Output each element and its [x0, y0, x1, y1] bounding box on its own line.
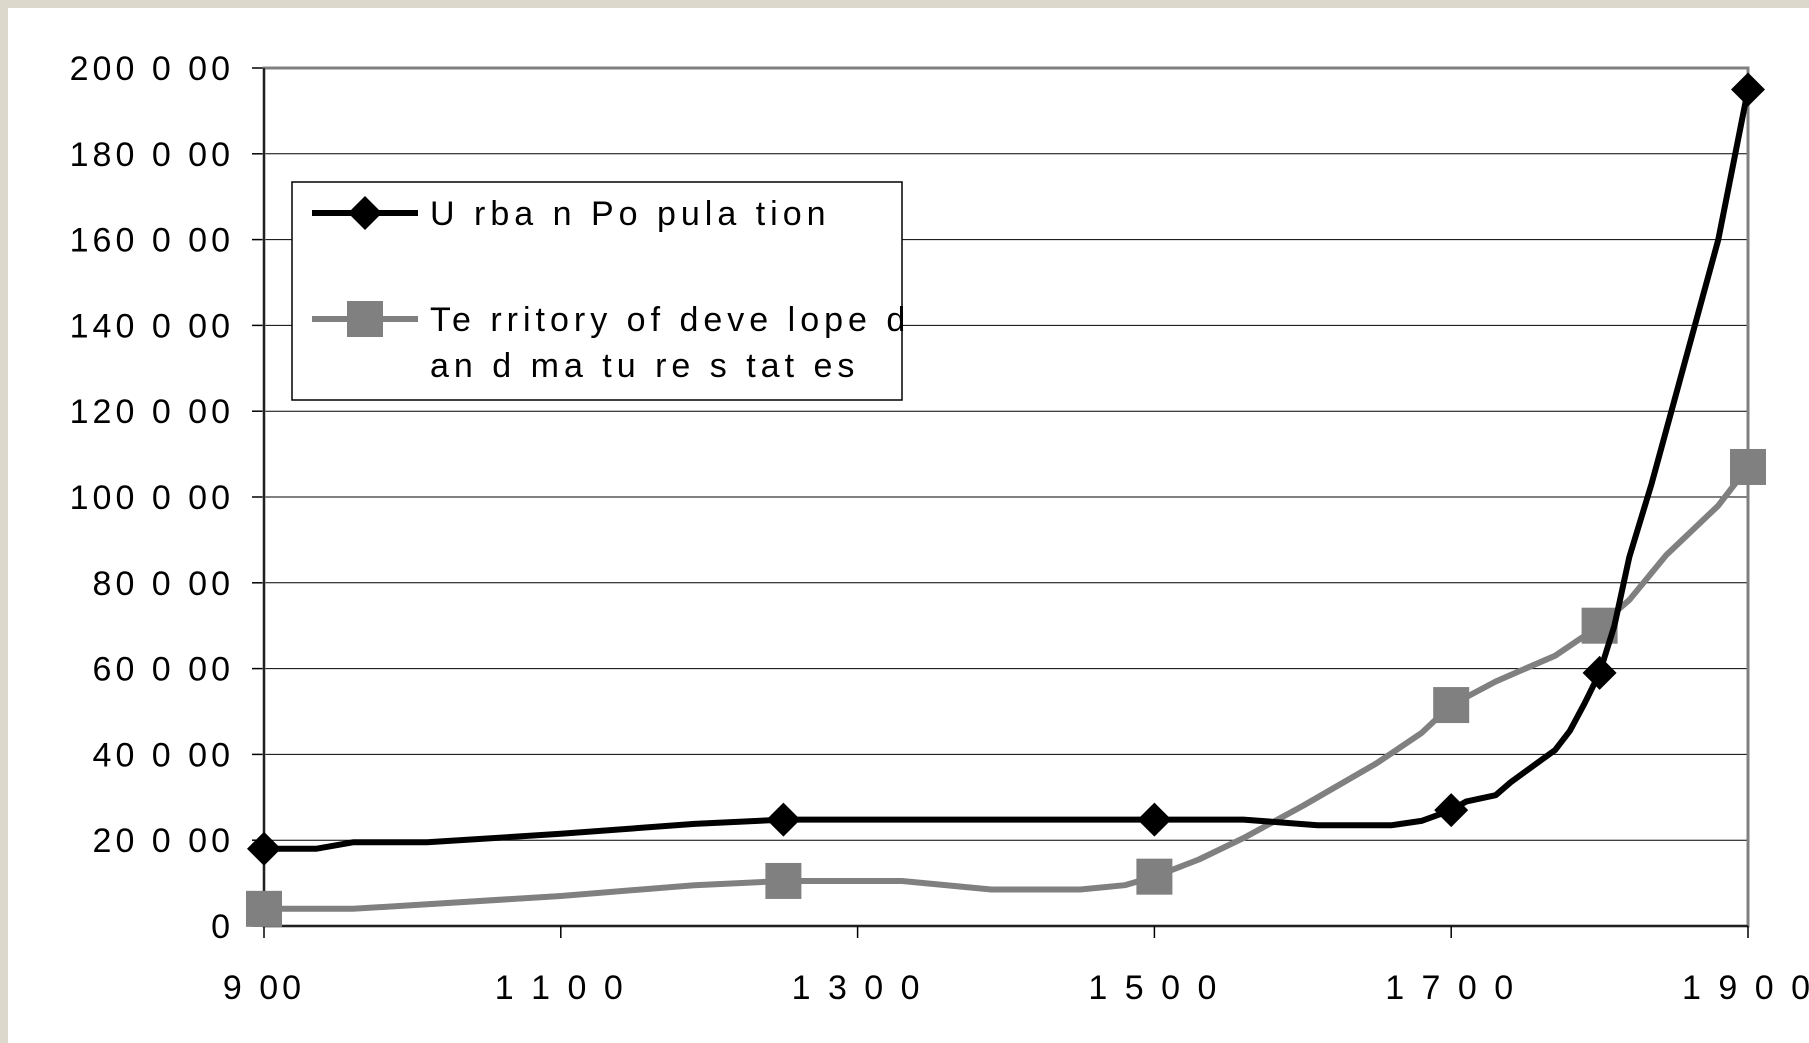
legend-entry: U rba n Po pula tion	[312, 195, 831, 233]
y-tick-label: 180 0 00	[70, 136, 234, 174]
legend-swatch-marker	[348, 196, 382, 230]
x-tick-label: 1 5 0 0	[1088, 969, 1220, 1007]
data-point-marker	[1433, 687, 1470, 724]
legend-label: U rba n Po pula tion	[430, 195, 831, 233]
data-point-marker	[1731, 72, 1765, 107]
y-tick-label: 60 0 00	[93, 651, 234, 689]
x-tick-label: 1 3 0 0	[792, 969, 924, 1007]
line-chart: 0 20 0 00 40 0 00 60 0 00 80 0 00 100 0 00 120…	[70, 50, 1809, 1007]
y-tick-labels: 0 20 0 00 40 0 00 60 0 00 80 0 00 100 0 00 120…	[70, 50, 234, 946]
y-tick-label: 40 0 00	[93, 736, 234, 774]
data-point-marker	[1434, 793, 1469, 828]
data-point-marker	[765, 862, 802, 899]
data-point-marker	[1730, 448, 1766, 485]
y-tick-label: 140 0 00	[70, 307, 234, 345]
legend-box	[291, 181, 903, 401]
x-tick-label: 1 1 0 0	[495, 969, 627, 1007]
data-point-marker	[766, 802, 801, 837]
series-urban-population	[247, 72, 1765, 866]
legend-label: Te rritory of deve lope d	[430, 301, 910, 339]
data-point-marker	[1582, 655, 1617, 690]
y-tick-label: 20 0 00	[93, 822, 234, 860]
axes	[252, 66, 1750, 938]
legend-swatch-marker	[347, 301, 383, 337]
data-point-marker	[1136, 858, 1173, 895]
y-tick-label: 0	[211, 908, 234, 946]
y-tick-label: 100 0 00	[70, 479, 234, 517]
series-line	[261, 464, 1751, 912]
series-territory	[246, 448, 1766, 927]
legend-entry: Te rritory of deve lope d an d ma tu re s…	[312, 301, 910, 385]
data-point-marker	[1137, 802, 1172, 837]
series-layer	[246, 72, 1766, 927]
legend: U rba n Po pula tion Te rritory of deve l…	[291, 181, 910, 401]
y-tick-label: 120 0 00	[70, 393, 234, 431]
x-tick-label: 1 7 0 0	[1385, 969, 1517, 1007]
y-tick-label: 200 0 00	[70, 50, 234, 88]
legend-label: an d ma tu re s tat es	[430, 347, 859, 385]
y-tick-label: 80 0 00	[93, 565, 234, 603]
data-point-marker	[247, 831, 281, 866]
x-tick-label: 9 00	[223, 969, 305, 1007]
y-tick-label: 160 0 00	[70, 222, 234, 260]
x-tick-labels: 9 00 1 1 0 0 1 3 0 0 1 5 0 0 1 7 0 0 1 9 0 0	[223, 969, 1809, 1007]
chart-frame: 0 20 0 00 40 0 00 60 0 00 80 0 00 100 0 00 120…	[8, 8, 1809, 1043]
data-point-marker	[246, 890, 282, 927]
x-tick-label: 1 9 0 0	[1682, 969, 1809, 1007]
